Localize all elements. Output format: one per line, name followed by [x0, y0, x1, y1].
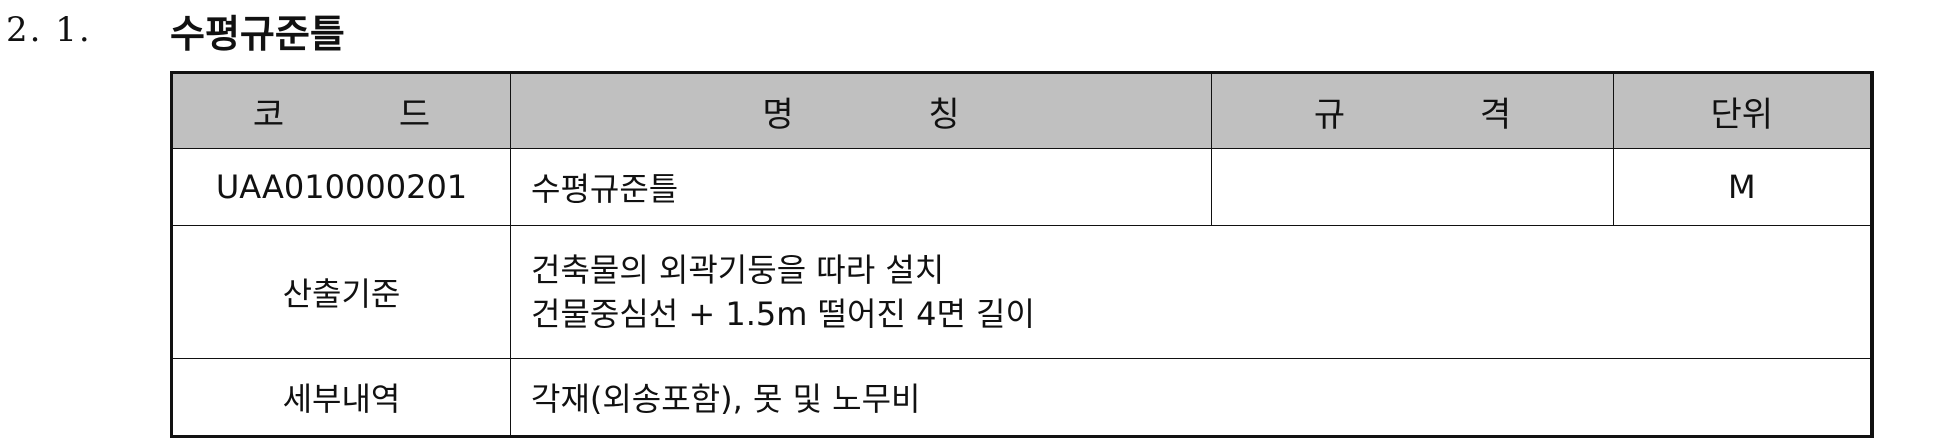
basis-line-1: 건축물의 외곽기둥을 따라 설치 [531, 251, 945, 289]
basis-line-2: 건물중심선 + 1.5m 떨어진 4면 길이 [531, 295, 1035, 333]
detail-label: 세부내역 [171, 358, 511, 437]
item-spec [1211, 148, 1614, 226]
section-number: 2. 1. [6, 10, 92, 50]
detail-value: 각재(외송포함), 못 및 노무비 [510, 358, 1872, 437]
item-code: UAA010000201 [171, 148, 511, 226]
detail-row: 세부내역 각재(외송포함), 못 및 노무비 [171, 358, 1872, 437]
basis-row: 산출기준 건축물의 외곽기둥을 따라 설치 건물중심선 + 1.5m 떨어진 4… [171, 225, 1872, 359]
header-spec: 규 격 [1211, 72, 1614, 149]
spec-table: 코 드 명 칭 규 격 단위 UAA010000201 수평규준틀 M 산출기준… [170, 71, 1874, 438]
section-title: 수평규준틀 [170, 10, 345, 56]
basis-value: 건축물의 외곽기둥을 따라 설치 건물중심선 + 1.5m 떨어진 4면 길이 [510, 225, 1872, 359]
section-heading: 2. 1. 수평규준틀 [0, 4, 345, 56]
table-row: UAA010000201 수평규준틀 M [171, 148, 1872, 226]
item-name: 수평규준틀 [510, 148, 1212, 226]
header-code: 코 드 [171, 72, 511, 149]
header-name: 명 칭 [510, 72, 1212, 149]
basis-label: 산출기준 [171, 225, 511, 359]
item-unit: M [1613, 148, 1872, 226]
header-unit: 단위 [1613, 72, 1872, 149]
header-row: 코 드 명 칭 규 격 단위 [171, 72, 1872, 149]
